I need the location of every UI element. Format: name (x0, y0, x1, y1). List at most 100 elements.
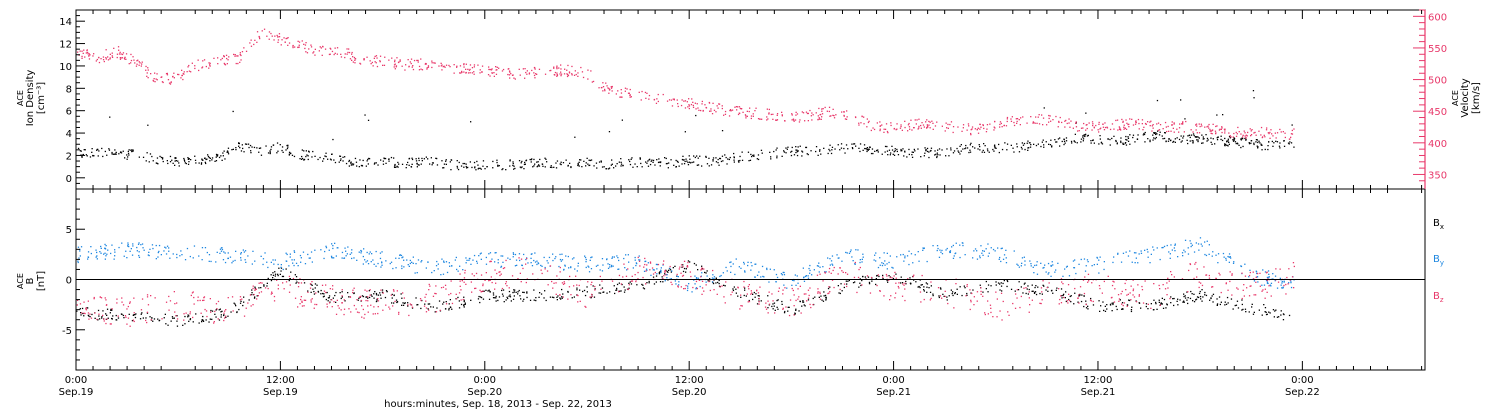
field-bx-point (1127, 304, 1128, 305)
density-point (1155, 132, 1156, 133)
field-bx-point (464, 301, 465, 302)
field-bx-point (254, 296, 255, 297)
field-bx-point (732, 288, 733, 289)
field-by-point (375, 266, 376, 267)
field-bx-point (725, 285, 726, 286)
velocity-point (682, 99, 683, 100)
density-point (224, 158, 225, 159)
field-bx-point (1106, 308, 1107, 309)
density-point (1149, 140, 1150, 141)
velocity-point (1105, 127, 1106, 128)
velocity-point (472, 72, 473, 73)
field-bx-point (295, 274, 296, 275)
field-bz-point (902, 283, 903, 284)
field-bx-point (1052, 293, 1053, 294)
velocity-point (884, 129, 885, 130)
field-bz-point (253, 294, 254, 295)
field-bx-point (1233, 308, 1234, 309)
field-bx-point (705, 272, 706, 273)
field-by-point (369, 253, 370, 254)
field-bx-point (380, 298, 381, 299)
density-point (962, 148, 963, 149)
velocity-point (1086, 124, 1087, 125)
density-point (620, 165, 621, 166)
density-point (1205, 134, 1206, 135)
field-bx-point (382, 289, 383, 290)
velocity-point (1127, 124, 1128, 125)
density-point (457, 166, 458, 167)
field-bx-point (952, 291, 953, 292)
field-bx-point (1245, 311, 1246, 312)
field-bx-point (1177, 301, 1178, 302)
density-point (1267, 149, 1268, 150)
density-point (630, 164, 631, 165)
density-point (1059, 137, 1060, 138)
field-bx-point (614, 293, 615, 294)
density-point (227, 150, 228, 151)
field-bz-point (756, 290, 757, 291)
field-by-point (1269, 276, 1270, 277)
density-point (1279, 142, 1280, 143)
field-by-point (230, 257, 231, 258)
field-bx-point (278, 268, 279, 269)
density-point (556, 167, 557, 168)
density-point (1054, 139, 1055, 140)
velocity-point (1019, 119, 1020, 120)
density-point (739, 156, 740, 157)
field-by-point (516, 260, 517, 261)
density-point (421, 158, 422, 159)
velocity-point (776, 120, 777, 121)
field-bz-point (177, 318, 178, 319)
velocity-point (81, 56, 82, 57)
field-bx-point (327, 292, 328, 293)
field-bz-point (1165, 288, 1166, 289)
density-point (798, 146, 799, 147)
field-by-point (290, 254, 291, 255)
velocity-point (986, 131, 987, 132)
velocity-point (1216, 125, 1217, 126)
density-point (1253, 97, 1254, 98)
field-bz-point (486, 272, 487, 273)
field-bx-point (931, 285, 932, 286)
field-by-point (1052, 261, 1053, 262)
field-bx-point (511, 300, 512, 301)
field-bx-point (507, 298, 508, 299)
field-by-point (288, 265, 289, 266)
velocity-point (558, 67, 559, 68)
density-point (289, 152, 290, 153)
field-bz-point (1016, 297, 1017, 298)
field-bz-point (818, 291, 819, 292)
velocity-point (626, 88, 627, 89)
field-bz-point (1268, 285, 1269, 286)
field-by-point (687, 288, 688, 289)
field-bx-point (905, 281, 906, 282)
velocity-point (649, 95, 650, 96)
density-point (1123, 144, 1124, 145)
field-bz-point (1080, 286, 1081, 287)
field-by-point (776, 281, 777, 282)
density-point (843, 148, 844, 149)
field-by-point (955, 253, 956, 254)
velocity-point (918, 128, 919, 129)
field-bz-point (1249, 295, 1250, 296)
field-bx-point (961, 295, 962, 296)
velocity-point (886, 123, 887, 124)
density-point (545, 166, 546, 167)
density-point (461, 165, 462, 166)
velocity-point (117, 54, 118, 55)
field-by-point (1233, 261, 1234, 262)
field-bx-point (582, 291, 583, 292)
density-point (1177, 137, 1178, 138)
field-bz-point (314, 308, 315, 309)
density-point (361, 165, 362, 166)
velocity-point (561, 74, 562, 75)
field-bz-point (547, 270, 548, 271)
velocity-point (168, 79, 169, 80)
field-bz-point (312, 298, 313, 299)
field-by-point (128, 246, 129, 247)
density-point (1190, 137, 1191, 138)
field-bz-point (129, 303, 130, 304)
field-bx-point (193, 321, 194, 322)
field-bx-point (504, 301, 505, 302)
field-by-point (613, 266, 614, 267)
